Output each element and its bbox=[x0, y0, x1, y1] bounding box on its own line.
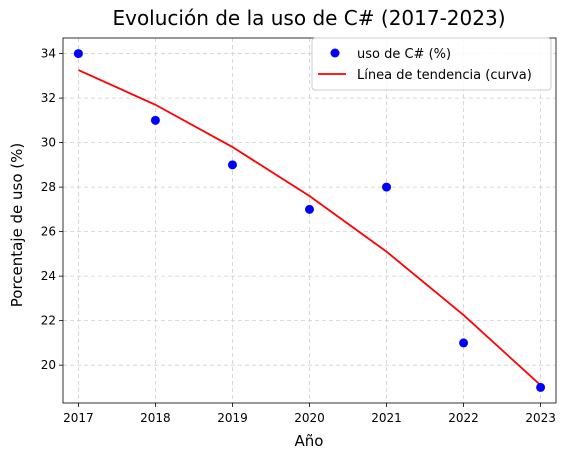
x-tick-label: 2019 bbox=[217, 411, 248, 425]
y-tick-label: 20 bbox=[41, 358, 56, 372]
trend-line-series bbox=[78, 69, 542, 386]
data-point bbox=[227, 160, 237, 170]
legend-box bbox=[311, 37, 552, 91]
data-point bbox=[73, 49, 83, 59]
x-tick-label: 2018 bbox=[140, 411, 171, 425]
legend-marker-scatter bbox=[330, 48, 340, 58]
y-tick-label: 24 bbox=[41, 269, 56, 283]
y-tick-label: 30 bbox=[41, 136, 56, 150]
y-tick-label: 26 bbox=[41, 225, 56, 239]
grid bbox=[63, 38, 556, 403]
y-tick-label: 28 bbox=[41, 180, 56, 194]
legend: uso de C# (%) Línea de tendencia (curva) bbox=[311, 37, 552, 91]
data-point bbox=[536, 382, 546, 392]
legend-label-trend: Línea de tendencia (curva) bbox=[357, 68, 532, 83]
legend-label-scatter: uso de C# (%) bbox=[357, 47, 451, 62]
x-tick-label: 2020 bbox=[294, 411, 325, 425]
chart-title: Evolución de la uso de C# (2017-2023) bbox=[112, 6, 505, 30]
data-point bbox=[150, 115, 160, 125]
scatter-series bbox=[73, 49, 546, 392]
data-point bbox=[382, 182, 392, 192]
x-tick-label: 2017 bbox=[63, 411, 94, 425]
y-axis-title: Porcentaje de uso (%) bbox=[8, 143, 26, 308]
x-tick-label: 2023 bbox=[525, 411, 556, 425]
y-tick-label: 34 bbox=[41, 47, 56, 61]
y-tick-label: 32 bbox=[41, 91, 56, 105]
data-point bbox=[459, 338, 469, 348]
data-point bbox=[305, 204, 314, 214]
trend-line bbox=[78, 69, 542, 386]
y-tick-label: 22 bbox=[41, 314, 56, 328]
x-axis-ticks: 2017 2018 2019 2020 2021 2022 2023 bbox=[63, 403, 556, 425]
y-axis-ticks: 20 22 24 26 28 30 32 34 bbox=[41, 47, 63, 372]
x-tick-label: 2022 bbox=[448, 411, 479, 425]
x-axis-title: Año bbox=[295, 432, 324, 450]
x-tick-label: 2021 bbox=[371, 411, 402, 425]
